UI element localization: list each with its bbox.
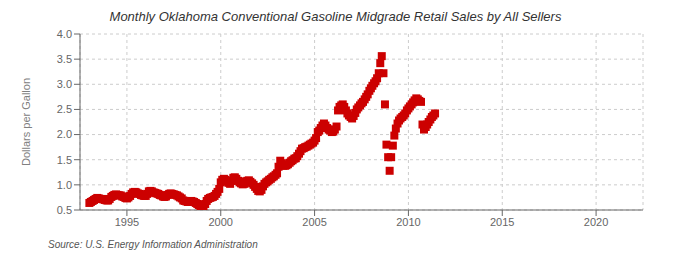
svg-text:3.5: 3.5 <box>57 53 72 65</box>
svg-text:2010: 2010 <box>396 216 420 228</box>
svg-text:1.0: 1.0 <box>57 179 72 191</box>
html-text:Monthly Oklahoma Conventional: Monthly Oklahoma Conventional Gasoline M… <box>109 9 562 24</box>
svg-text:1995: 1995 <box>115 216 139 228</box>
svg-text:3.0: 3.0 <box>57 78 72 90</box>
svg-text:2.5: 2.5 <box>57 103 72 115</box>
svg-text:2020: 2020 <box>584 216 608 228</box>
svg-text:0.5: 0.5 <box>57 204 72 216</box>
svg-text:4.0: 4.0 <box>57 28 72 40</box>
svg-text:Dollars per Gallon: Dollars per Gallon <box>20 78 32 166</box>
svg-text:2015: 2015 <box>490 216 514 228</box>
svg-text:2000: 2000 <box>209 216 233 228</box>
html-text:Source: U.S. Energy Informatio: Source: U.S. Energy Information Administ… <box>48 239 258 250</box>
svg-text:2.0: 2.0 <box>57 128 72 140</box>
svg-text:2005: 2005 <box>302 216 326 228</box>
svg-text:1.5: 1.5 <box>57 154 72 166</box>
